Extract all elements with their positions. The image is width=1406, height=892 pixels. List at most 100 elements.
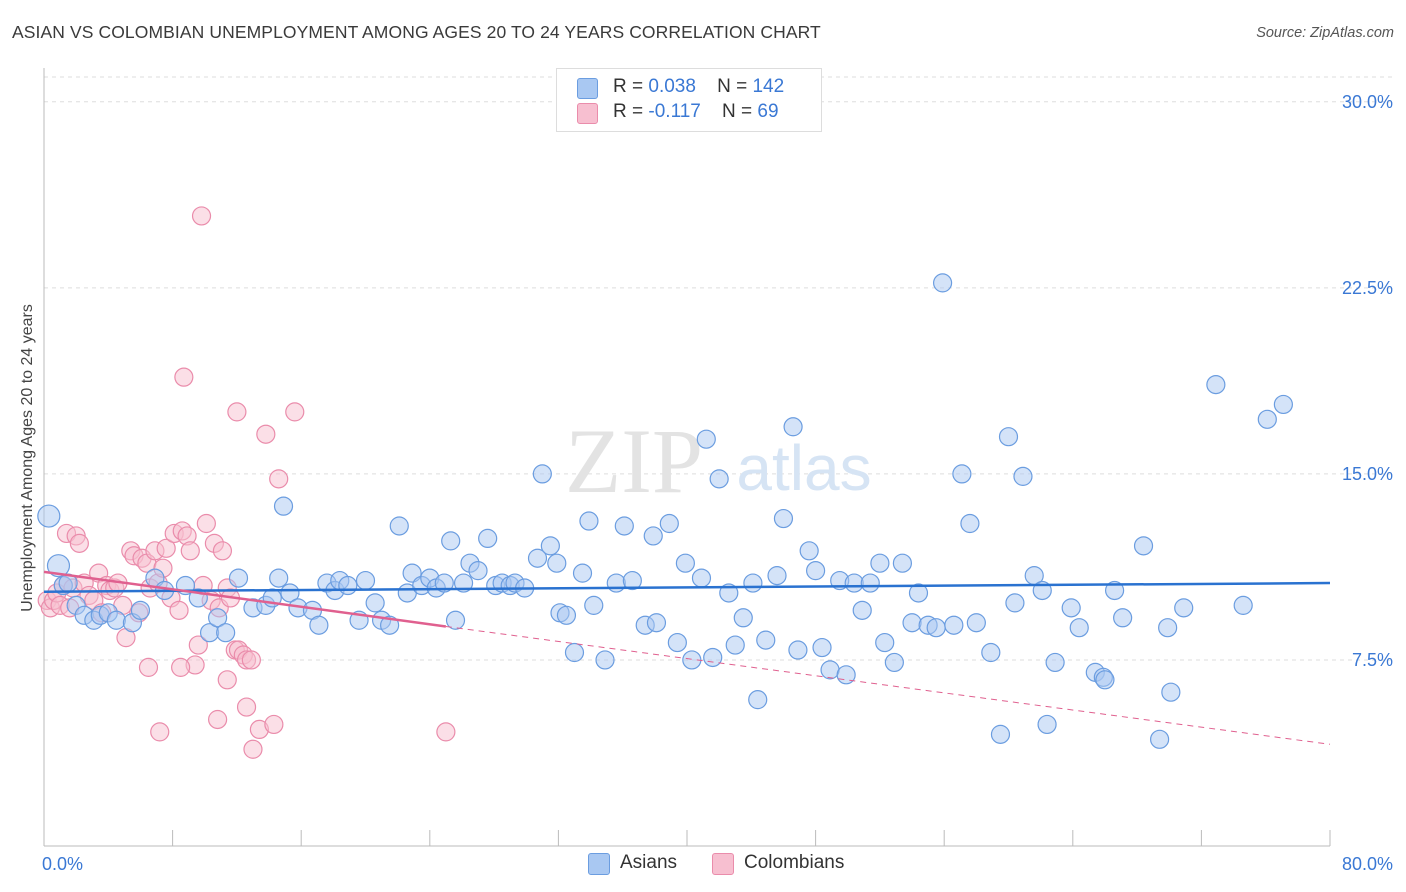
asians-point-109 bbox=[944, 615, 964, 635]
asians-point-44 bbox=[434, 573, 454, 593]
asians-point-128 bbox=[1113, 608, 1133, 628]
colombians-point-54 bbox=[150, 722, 170, 742]
asians-point-47 bbox=[453, 573, 474, 593]
asians-point-67 bbox=[606, 573, 626, 593]
asians-point-98 bbox=[852, 600, 872, 620]
asians-point-57 bbox=[532, 464, 552, 484]
asians-point-107 bbox=[926, 618, 946, 638]
colombians-point-34 bbox=[169, 600, 189, 620]
colombians-point-66 bbox=[269, 469, 289, 489]
colombians-point-62 bbox=[243, 739, 263, 759]
colombians-point-37 bbox=[180, 541, 200, 561]
asians-point-0 bbox=[37, 504, 61, 528]
asians-points bbox=[37, 273, 1293, 749]
colombians-point-61 bbox=[236, 697, 257, 717]
colombians-point-68 bbox=[436, 722, 456, 742]
asians-point-110 bbox=[952, 464, 972, 484]
colombians-point-10 bbox=[69, 533, 89, 553]
asians-point-129 bbox=[1133, 536, 1154, 556]
asians-point-131 bbox=[1158, 618, 1178, 638]
asians-point-50 bbox=[478, 528, 498, 549]
asians-point-116 bbox=[1005, 593, 1025, 613]
colombians-swatch bbox=[577, 103, 598, 124]
asians-point-113 bbox=[981, 642, 1001, 663]
asians-point-104 bbox=[902, 613, 922, 633]
asians-legend-label: Asians bbox=[620, 852, 678, 873]
asians-point-58 bbox=[540, 536, 560, 556]
asians-point-117 bbox=[1013, 466, 1033, 486]
asians-point-46 bbox=[445, 610, 466, 630]
colombians-trend-extension bbox=[445, 625, 1331, 745]
asians-point-127 bbox=[1104, 580, 1125, 601]
asians-point-105 bbox=[908, 583, 929, 603]
asians-point-75 bbox=[675, 553, 695, 573]
colombians-point-65 bbox=[264, 714, 284, 735]
asians-point-73 bbox=[659, 513, 679, 534]
x-tick-label-max: 80.0% bbox=[1342, 854, 1393, 874]
y-tick-label-0: 7.5% bbox=[1352, 650, 1393, 670]
colombians-point-59 bbox=[217, 670, 237, 690]
asians-point-90 bbox=[788, 640, 808, 660]
asians-point-80 bbox=[709, 469, 729, 489]
asians-point-97 bbox=[844, 573, 864, 593]
colombians-point-52 bbox=[241, 650, 261, 670]
watermark: ZIP atlas bbox=[565, 410, 872, 512]
tick-labels: 7.5% 15.0% 22.5% 30.0% 0.0% 80.0% bbox=[42, 92, 1393, 874]
colombians-legend-swatch bbox=[712, 853, 734, 875]
asians-point-126 bbox=[1095, 670, 1115, 690]
asians-point-9 bbox=[106, 610, 126, 630]
asians-point-32 bbox=[338, 575, 358, 596]
asians-point-24 bbox=[273, 496, 294, 516]
asians-point-11 bbox=[130, 600, 151, 620]
colombians-point-55 bbox=[171, 657, 191, 677]
asians-point-84 bbox=[743, 573, 763, 593]
asians-n-value: 142 bbox=[752, 76, 785, 97]
y-tick-label-3: 30.0% bbox=[1342, 92, 1393, 112]
asians-point-37 bbox=[380, 615, 400, 635]
x-tick-label-min: 0.0% bbox=[42, 854, 83, 874]
colombians-point-56 bbox=[174, 367, 194, 387]
axes bbox=[43, 68, 1331, 847]
asians-point-85 bbox=[748, 690, 768, 710]
asians-point-112 bbox=[966, 613, 986, 633]
colombians-n-value: 69 bbox=[757, 101, 779, 122]
asians-point-62 bbox=[564, 642, 585, 663]
colombians-point-31 bbox=[156, 538, 176, 558]
asians-point-49 bbox=[468, 561, 488, 581]
asians-point-94 bbox=[820, 660, 840, 680]
colombians-point-64 bbox=[256, 424, 276, 444]
correlation-legend: R = 0.038 N = 142 R = -0.117 N = 69 bbox=[556, 68, 822, 132]
asians-point-100 bbox=[870, 553, 890, 573]
asians-point-133 bbox=[1174, 598, 1194, 618]
y-tick-label-2: 22.5% bbox=[1342, 278, 1393, 298]
asians-point-17 bbox=[208, 608, 228, 628]
asians-point-101 bbox=[875, 632, 895, 653]
colombians-point-67 bbox=[285, 402, 305, 422]
asians-point-68 bbox=[614, 516, 634, 536]
colombians-r-value: -0.117 bbox=[648, 101, 701, 122]
colombians-n-label: N = bbox=[721, 101, 753, 122]
colombians-point-53 bbox=[138, 657, 159, 677]
asians-point-81 bbox=[719, 583, 739, 603]
asians-n-label: N = bbox=[717, 76, 748, 97]
asians-point-23 bbox=[269, 568, 289, 588]
colombians-r-label: R = bbox=[613, 101, 644, 122]
asians-point-111 bbox=[960, 513, 980, 534]
asians-point-65 bbox=[584, 595, 604, 615]
asians-point-115 bbox=[998, 427, 1019, 447]
asians-point-64 bbox=[579, 511, 599, 531]
asians-point-74 bbox=[667, 632, 687, 653]
asians-point-89 bbox=[783, 417, 803, 437]
asians-point-103 bbox=[892, 553, 913, 573]
asians-point-108 bbox=[932, 273, 953, 293]
asians-point-114 bbox=[990, 724, 1011, 744]
colombians-point-60 bbox=[227, 402, 247, 422]
asians-point-123 bbox=[1069, 618, 1089, 638]
asians-point-87 bbox=[767, 566, 787, 586]
asians-swatch bbox=[577, 78, 598, 99]
asians-point-61 bbox=[556, 605, 577, 625]
watermark-zip: ZIP bbox=[565, 410, 703, 512]
asians-point-59 bbox=[547, 553, 567, 573]
colombians-point-45 bbox=[212, 541, 233, 561]
asians-point-69 bbox=[622, 570, 642, 591]
